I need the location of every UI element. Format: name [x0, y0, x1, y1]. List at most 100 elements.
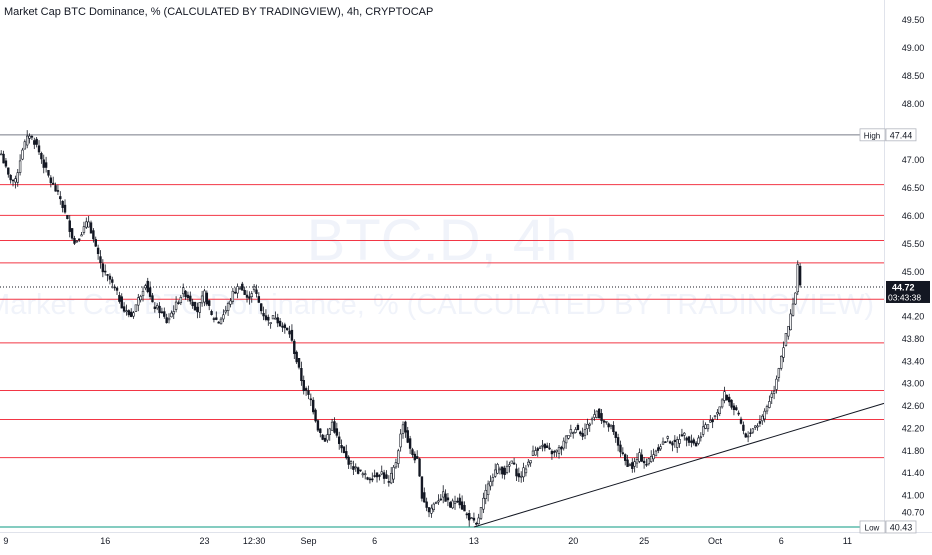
candle-body — [739, 418, 743, 424]
candle-body — [373, 475, 376, 477]
price-tick-label: 47.00 — [902, 155, 925, 165]
price-tick-label: 48.50 — [902, 71, 925, 81]
candle-body — [205, 292, 209, 305]
candle-body — [460, 501, 464, 510]
candle-body — [42, 159, 45, 168]
candle-body — [529, 460, 532, 464]
candle-body — [234, 291, 237, 294]
candle-body — [444, 493, 447, 502]
candle-body — [245, 294, 249, 298]
candles — [0, 130, 802, 527]
candle-body — [25, 135, 29, 146]
candle-body — [215, 317, 218, 320]
candle-body — [210, 311, 213, 315]
candle-body — [366, 477, 369, 480]
candle-body — [787, 326, 790, 337]
candle-body — [212, 318, 216, 320]
candle-body — [753, 425, 757, 428]
candle-body — [179, 296, 183, 304]
time-tick-label: 6 — [372, 536, 377, 546]
candle-body — [768, 401, 771, 408]
candle-body — [127, 310, 131, 316]
candle-body — [130, 311, 133, 317]
candle-body — [477, 517, 480, 525]
candle-body — [229, 300, 232, 305]
candle-body — [512, 462, 516, 465]
candle-body — [111, 279, 114, 283]
candle-body — [328, 428, 331, 435]
candle-body — [108, 275, 112, 280]
candle-body — [380, 471, 383, 475]
candle-body — [96, 247, 100, 255]
candle-body — [418, 458, 421, 477]
last-price-value: 44.72 — [892, 282, 915, 292]
candle-body — [749, 432, 752, 435]
candle-body — [401, 424, 405, 434]
candle-body — [782, 347, 785, 358]
candle-body — [534, 450, 537, 456]
candle-body — [522, 467, 525, 478]
candle-body — [621, 452, 625, 454]
candle-body — [746, 435, 750, 438]
candle-body — [382, 472, 386, 479]
candle-body — [342, 446, 346, 453]
candle-body — [307, 390, 310, 395]
candle-body — [545, 445, 549, 448]
candle-body — [661, 441, 665, 445]
price-tick-label: 43.00 — [902, 379, 925, 389]
candle-body — [720, 399, 724, 408]
candle-body — [378, 474, 381, 477]
candle-body — [555, 449, 558, 453]
candle-body — [243, 289, 246, 295]
candle-body — [508, 464, 511, 467]
time-axis[interactable]: 9 16 23 12:30 Sep 6 13 20 25 Oct 6 11 — [0, 532, 932, 547]
candle-body — [581, 433, 584, 437]
candle-body — [2, 153, 5, 164]
candle-body — [352, 466, 355, 470]
candle-body — [524, 468, 528, 474]
candle-body — [397, 450, 400, 464]
candle-body — [470, 517, 473, 520]
candle-body — [437, 500, 440, 503]
candle-body — [70, 228, 74, 239]
candle-body — [560, 446, 563, 450]
candle-body — [54, 185, 57, 192]
candle-body — [791, 303, 795, 316]
candle-body — [290, 329, 294, 341]
candle-body — [94, 239, 97, 247]
candle-body — [170, 312, 173, 318]
candle-body — [794, 292, 797, 305]
candle-body — [456, 500, 459, 503]
candle-body — [167, 317, 171, 321]
price-tick-label: 49.50 — [902, 15, 925, 25]
candle-body — [597, 408, 601, 419]
candle-body — [761, 415, 764, 422]
candle-body — [735, 407, 738, 411]
candle-body — [319, 428, 322, 433]
candle-body — [160, 311, 164, 314]
price-axis[interactable]: 49.50 49.00 48.50 48.00 47.00 46.50 46.00 45.50… — [884, 0, 925, 532]
candle-body — [40, 152, 43, 160]
candle-body — [302, 380, 305, 392]
candle-body — [538, 446, 542, 449]
candle-body — [723, 391, 726, 401]
candle-body — [737, 412, 740, 415]
candle-body — [463, 505, 466, 512]
candle-body — [491, 477, 495, 482]
candle-body — [177, 302, 180, 305]
candle-body — [262, 312, 265, 317]
candle-body — [645, 463, 648, 466]
candle-body — [274, 317, 277, 320]
candle-body — [99, 256, 102, 263]
price-tick-label: 45.50 — [902, 239, 925, 249]
candle-body — [784, 333, 788, 346]
time-tick-label: 13 — [469, 536, 479, 546]
candle-body — [304, 388, 308, 391]
candle-body — [571, 432, 575, 435]
candle-body — [758, 421, 762, 424]
candle-body — [453, 501, 457, 504]
candle-body — [623, 454, 627, 461]
candle-body — [727, 396, 731, 403]
candle-body — [252, 286, 256, 291]
